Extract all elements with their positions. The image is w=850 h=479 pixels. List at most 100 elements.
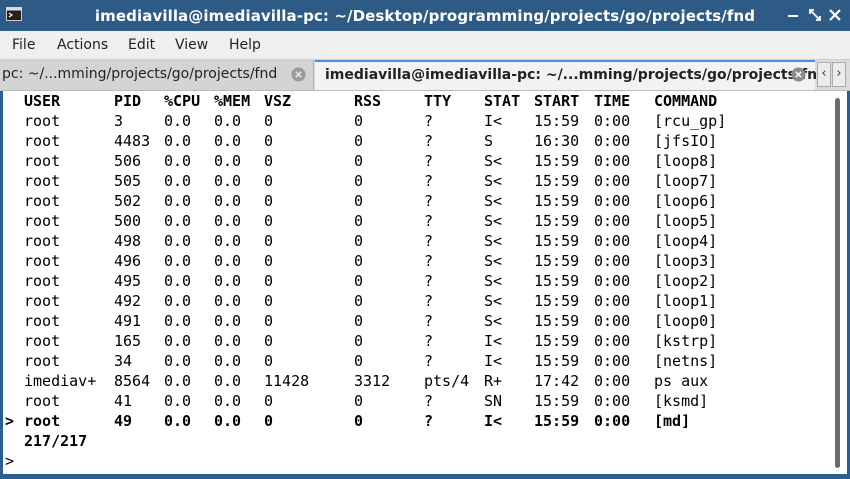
menu-actions[interactable]: Actions <box>57 37 109 53</box>
menu-file[interactable]: File <box>12 37 36 53</box>
cell-start: 15:59 <box>534 312 580 330</box>
cell-pid: 8564 <box>114 372 151 390</box>
cell-start: 17:42 <box>534 372 580 390</box>
terminal-scrollbar[interactable] <box>832 91 847 474</box>
terminal-output[interactable]: USER PID %CPU %MEM VSZ RSS TTY STAT START TIME COM… <box>3 91 832 474</box>
cell-time: 0:00 <box>594 412 631 430</box>
cell-user: root <box>24 232 61 250</box>
table-row: root 4483 0.0 0.0 0 0? S 16:30 0:00 [jfsIO] <box>3 131 832 151</box>
cell-user: root <box>24 392 61 410</box>
cell-pid: 49 <box>114 412 133 430</box>
cell-pid: 41 <box>114 392 133 410</box>
cell-pct-mem: 0.0 <box>214 112 242 130</box>
scrollbar-thumb[interactable] <box>835 98 840 468</box>
cell-pct-cpu: 0.0 <box>164 332 192 350</box>
cell-tty: ? <box>424 352 434 370</box>
terminal-prompt[interactable]: > <box>5 452 15 470</box>
cell-user: root <box>24 212 61 230</box>
cell-pid: 500 <box>114 212 142 230</box>
tab-close-icon[interactable] <box>291 67 306 82</box>
cell-start: 15:59 <box>534 392 580 410</box>
window-title: imediavilla@imediavilla-pc: ~/Desktop/pr… <box>94 7 756 25</box>
cell-pct-cpu: 0.0 <box>164 352 192 370</box>
menu-edit[interactable]: Edit <box>128 37 156 53</box>
cell-pct-cpu: 0.0 <box>164 252 192 270</box>
cell-time: 0:00 <box>594 252 631 270</box>
cell-user: imediav+ <box>24 372 97 390</box>
cell-pct-cpu: 0.0 <box>164 152 192 170</box>
cell-start: 15:59 <box>534 172 580 190</box>
cell-user: root <box>24 192 61 210</box>
cell-command: [kstrp] <box>654 332 718 350</box>
cell-pid: 496 <box>114 252 142 270</box>
cell-pct-cpu: 0.0 <box>164 372 192 390</box>
cell-vsz: 0 <box>264 252 274 270</box>
cell-rss: 0 <box>354 152 364 170</box>
cell-pct-mem: 0.0 <box>214 272 242 290</box>
cell-vsz: 0 <box>264 292 274 310</box>
cell-pct-mem: 0.0 <box>214 412 242 430</box>
cell-tty: ? <box>424 292 434 310</box>
cell-tty: ? <box>424 212 434 230</box>
tab-inactive[interactable]: pc: ~/...mming/projects/go/projects/fnd <box>0 60 314 90</box>
table-row: root 3 0.0 0.0 0 0? I< 15:59 0:00 [rcu_gp] <box>3 111 832 131</box>
menu-view[interactable]: View <box>175 37 209 53</box>
cell-tty: ? <box>424 232 434 250</box>
cell-pid: 506 <box>114 152 142 170</box>
tab-active[interactable]: imediavilla@imediavilla-pc: ~/...mming/p… <box>315 60 827 90</box>
table-header: USER PID %CPU %MEM VSZ RSS TTY STAT START TIME COM… <box>3 91 832 111</box>
cell-tty: ? <box>424 412 434 430</box>
cell-time: 0:00 <box>594 232 631 250</box>
menu-bar: File Actions Edit View Help <box>0 31 850 60</box>
table-row: root 500 0.0 0.0 0 0? S< 15:59 0:00 [loop5] <box>3 211 832 231</box>
cell-pid: 4483 <box>114 132 151 150</box>
cell-vsz: 0 <box>264 172 274 190</box>
cell-pct-mem: 0.0 <box>214 372 242 390</box>
maximize-icon[interactable] <box>806 6 824 24</box>
cell-vsz: 11428 <box>264 372 310 390</box>
cell-start: 15:59 <box>534 252 580 270</box>
cell-command: [loop3] <box>654 252 718 270</box>
cell-start: 15:59 <box>534 232 580 250</box>
cell-user: root <box>24 292 61 310</box>
cell-stat: I< <box>484 332 503 350</box>
cell-command: [loop8] <box>654 152 718 170</box>
cell-tty: ? <box>424 252 434 270</box>
cell-stat: S< <box>484 292 503 310</box>
cell-time: 0:00 <box>594 132 631 150</box>
cell-vsz: 0 <box>264 272 274 290</box>
cell-pct-mem: 0.0 <box>214 172 242 190</box>
cell-rss: 0 <box>354 172 364 190</box>
cell-tty: ? <box>424 112 434 130</box>
tab-close-icon[interactable] <box>791 67 806 82</box>
cell-user: root <box>24 312 61 330</box>
table-row: root 498 0.0 0.0 0 0? S< 15:59 0:00 [loop4] <box>3 231 832 251</box>
cell-time: 0:00 <box>594 172 631 190</box>
process-counter: 217/217 <box>24 432 88 450</box>
terminal-app-icon[interactable] <box>6 7 22 21</box>
tab-scroll-left-icon[interactable]: ‹ <box>817 62 831 87</box>
cell-rss: 0 <box>354 292 364 310</box>
cell-user: root <box>24 272 61 290</box>
cell-time: TIME <box>594 92 631 110</box>
table-row: root 495 0.0 0.0 0 0? S< 15:59 0:00 [loop2] <box>3 271 832 291</box>
cell-stat: S< <box>484 192 503 210</box>
cell-time: 0:00 <box>594 332 631 350</box>
cell-pct-cpu: 0.0 <box>164 292 192 310</box>
minimize-icon[interactable] <box>784 6 802 24</box>
cell-tty: ? <box>424 132 434 150</box>
cell-start: 15:59 <box>534 212 580 230</box>
cell-pct-cpu: 0.0 <box>164 132 192 150</box>
cell-pct-cpu: 0.0 <box>164 312 192 330</box>
cell-pct-cpu: 0.0 <box>164 232 192 250</box>
menu-help[interactable]: Help <box>229 37 261 53</box>
cell-pid: 498 <box>114 232 142 250</box>
cell-pct-cpu: %CPU <box>164 92 201 110</box>
close-icon[interactable] <box>826 6 844 24</box>
cell-tty: ? <box>424 272 434 290</box>
cell-time: 0:00 <box>594 352 631 370</box>
cell-command: [loop0] <box>654 312 718 330</box>
cell-rss: 0 <box>354 112 364 130</box>
tab-scroll-right-icon[interactable]: › <box>832 62 846 87</box>
cell-command: [md] <box>654 412 691 430</box>
